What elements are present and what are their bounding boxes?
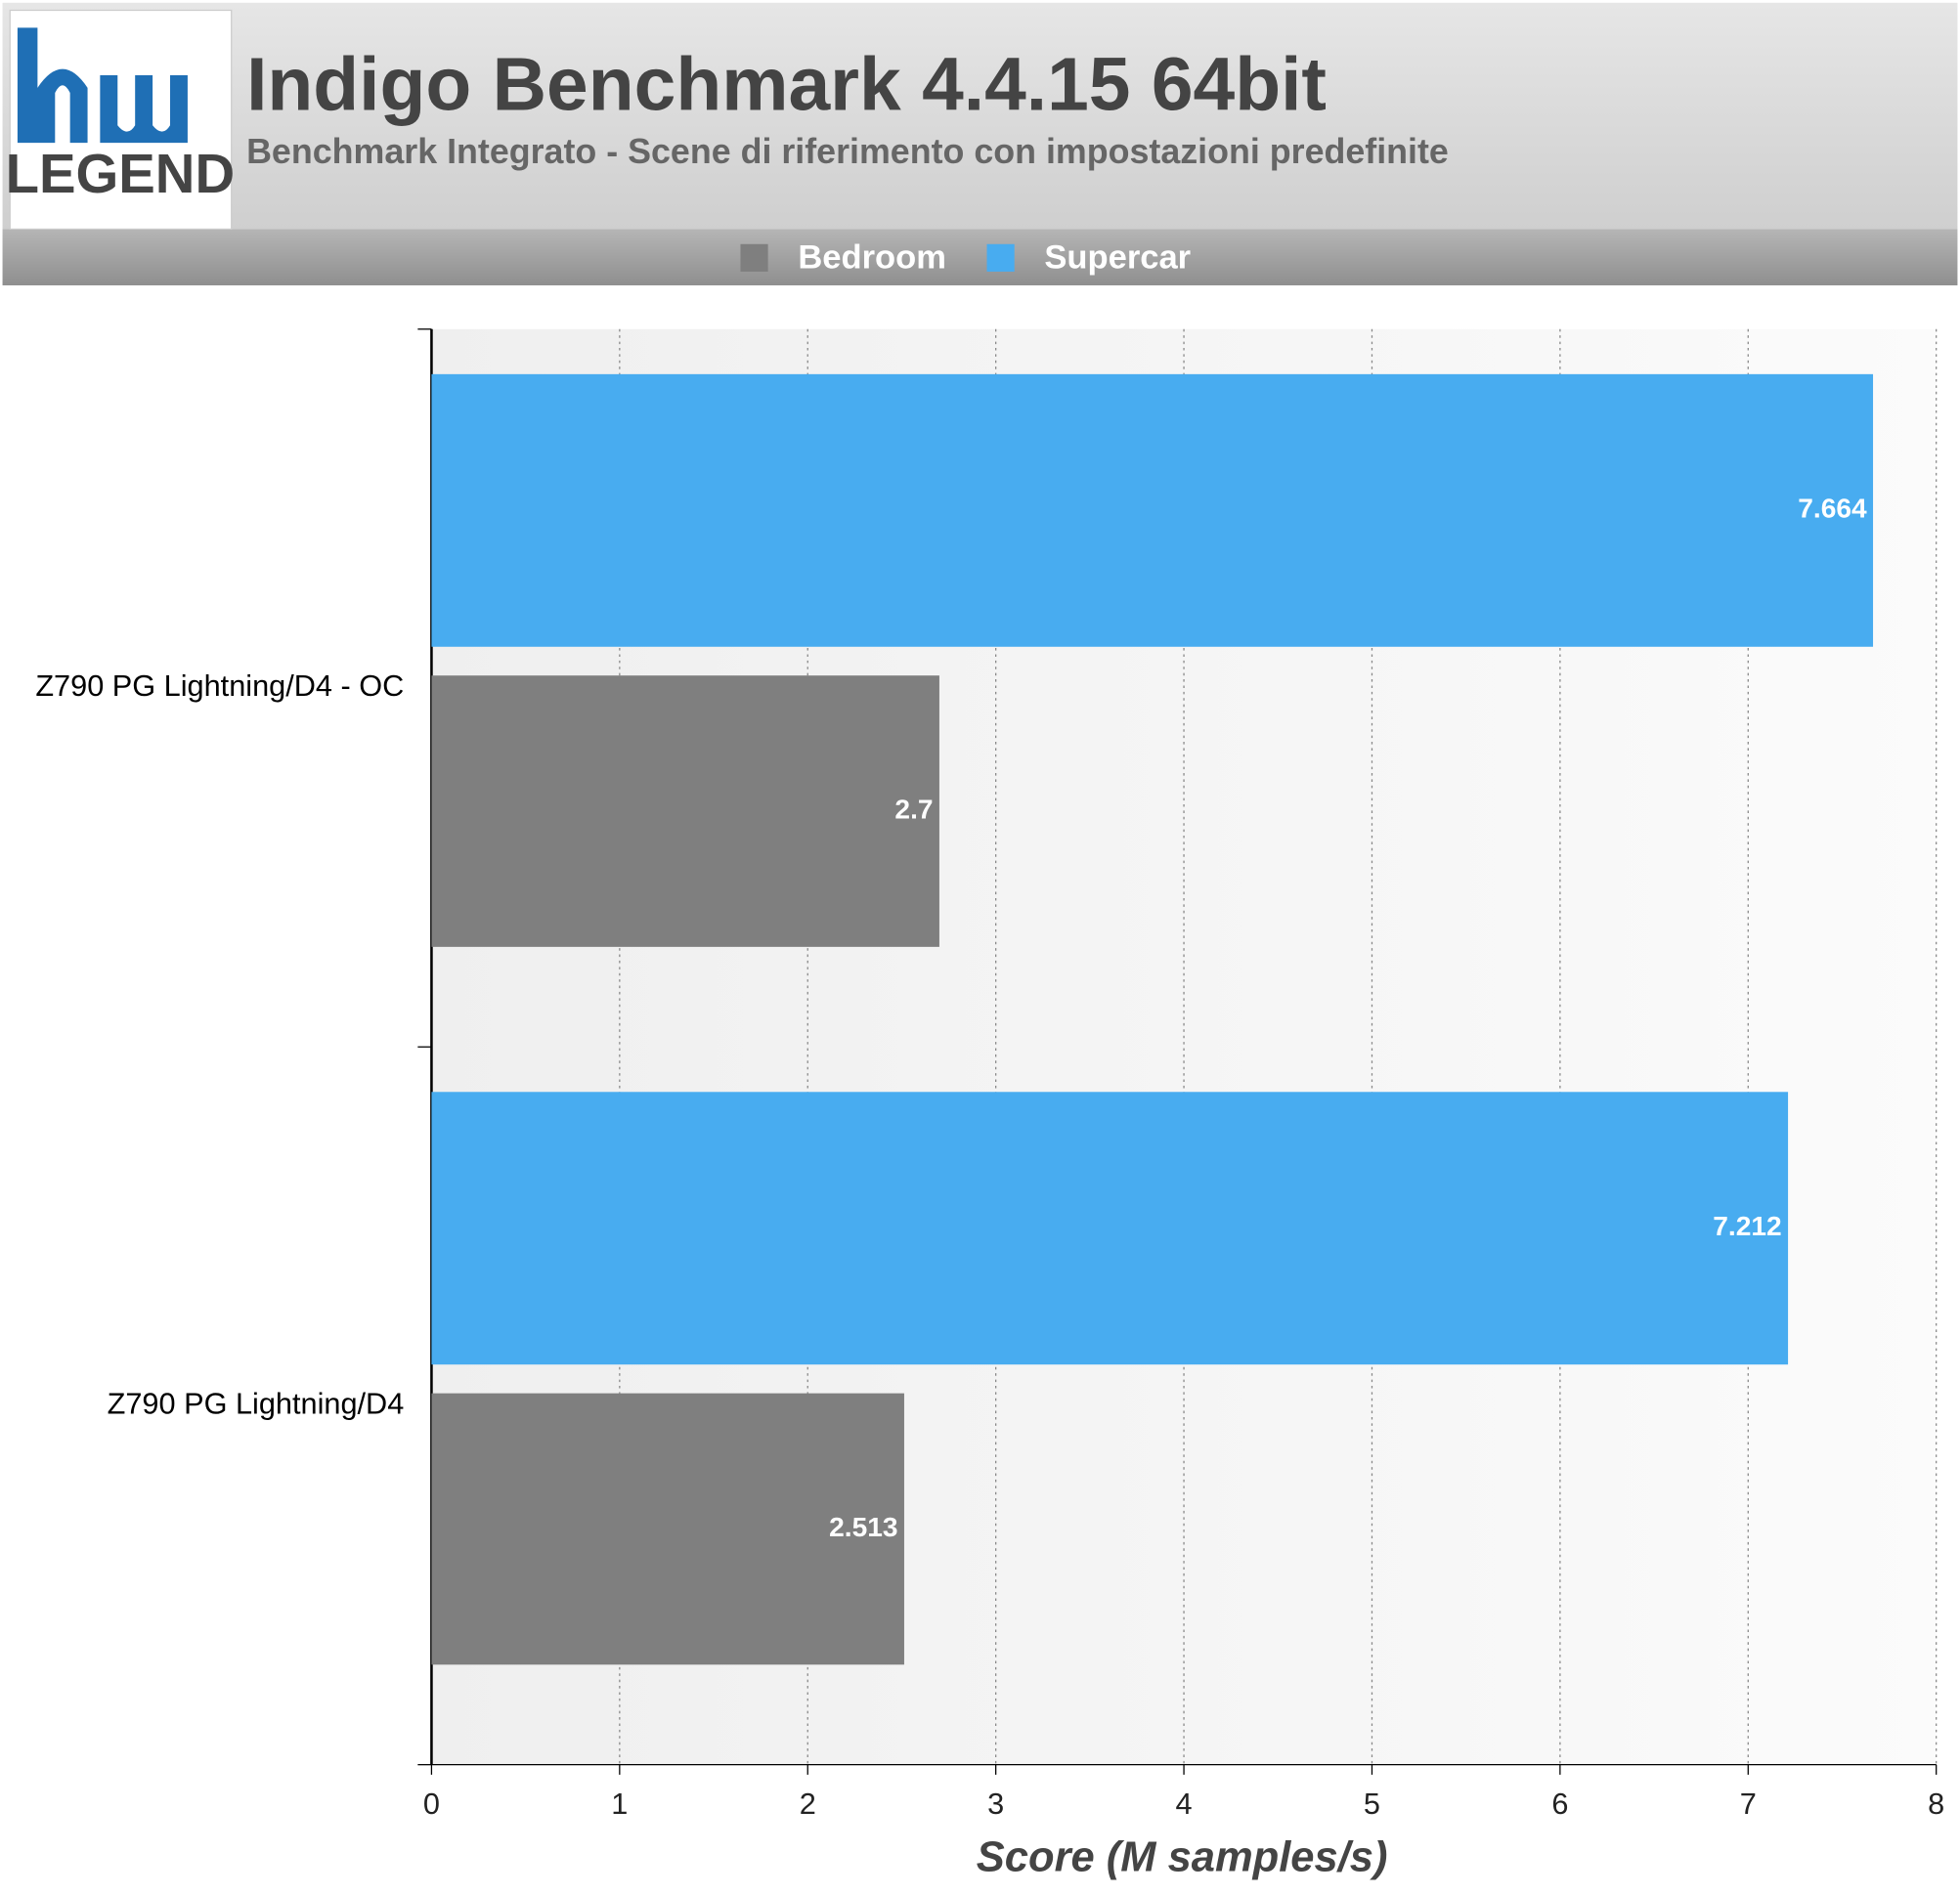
value-label: 2.513 [829, 1512, 897, 1542]
x-tick-label: 3 [987, 1787, 1004, 1821]
value-label: 7.212 [1713, 1211, 1781, 1241]
x-tick-label: 0 [423, 1787, 440, 1821]
x-tick-label: 7 [1740, 1787, 1757, 1821]
legend-band [2, 229, 1958, 285]
legend-label: Bedroom [798, 238, 946, 276]
x-tick-label: 6 [1551, 1787, 1568, 1821]
bar [431, 1393, 904, 1665]
x-tick-label: 8 [1928, 1787, 1944, 1821]
logo-text: LEGEND [6, 143, 236, 204]
x-tick-label: 5 [1364, 1787, 1380, 1821]
x-tick-label: 2 [800, 1787, 816, 1821]
legend-swatch [986, 243, 1015, 272]
header-bg [2, 2, 1958, 230]
bar [431, 373, 1874, 647]
chart-subtitle: Benchmark Integrato - Scene di riferimen… [246, 132, 1449, 171]
y-tick-label: Z790 PG Lightning/D4 - OC [35, 668, 404, 703]
chart-title: Indigo Benchmark 4.4.15 64bit [246, 44, 1327, 127]
value-label: 7.664 [1798, 494, 1867, 524]
logo-mark [17, 27, 188, 144]
legend-label: Supercar [1044, 238, 1191, 276]
x-tick-label: 4 [1176, 1787, 1193, 1821]
x-axis-title: Score (M samples/s) [977, 1833, 1388, 1880]
legend-swatch [740, 243, 768, 272]
y-tick-label: Z790 PG Lightning/D4 [108, 1387, 405, 1421]
bar [431, 1092, 1789, 1365]
bar [431, 675, 939, 947]
x-tick-label: 1 [611, 1787, 628, 1821]
value-label: 2.7 [894, 794, 933, 824]
